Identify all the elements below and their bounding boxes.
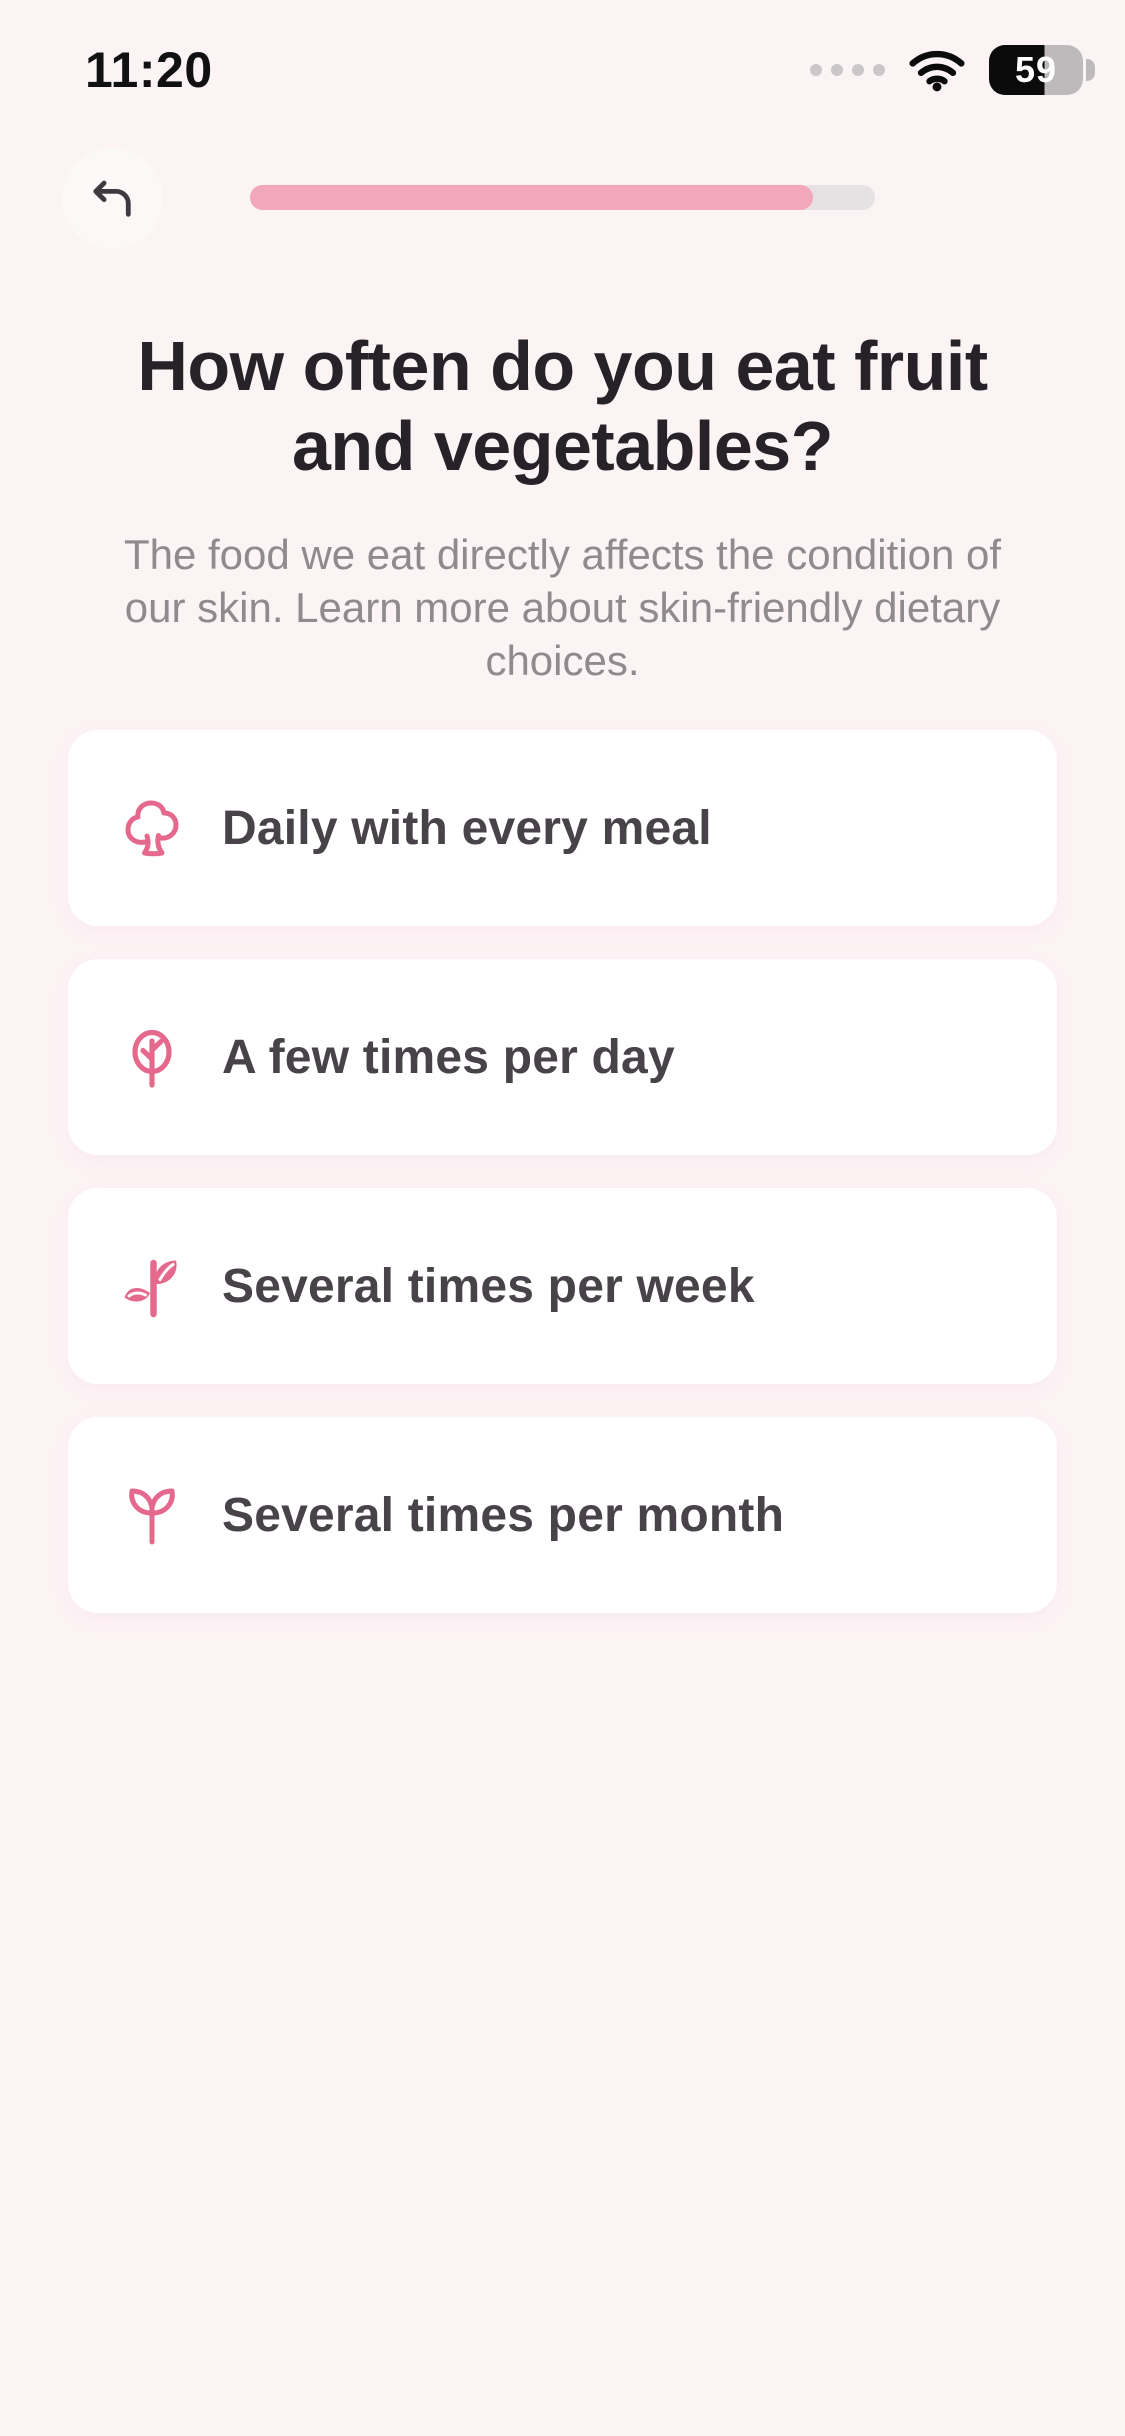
status-icons: 59 bbox=[810, 45, 1095, 95]
back-arrow-icon bbox=[92, 180, 131, 217]
option-several-times-per-week[interactable]: Several times per week bbox=[68, 1188, 1057, 1384]
wifi-icon bbox=[909, 50, 965, 92]
progress-bar bbox=[250, 185, 875, 210]
option-label: Daily with every meal bbox=[222, 801, 712, 855]
option-label: A few times per day bbox=[222, 1030, 675, 1084]
options-list: Daily with every meal A few times per da… bbox=[68, 730, 1057, 1613]
option-a-few-times-per-day[interactable]: A few times per day bbox=[68, 959, 1057, 1155]
option-label: Several times per month bbox=[222, 1488, 785, 1542]
seedling-icon bbox=[120, 1483, 184, 1547]
tree-bushy-icon bbox=[120, 796, 184, 860]
battery-nub bbox=[1086, 59, 1095, 81]
tree-round-icon bbox=[120, 1025, 184, 1089]
option-several-times-per-month[interactable]: Several times per month bbox=[68, 1417, 1057, 1613]
progress-fill bbox=[250, 185, 813, 210]
question-title: How often do you eat fruit and vegetable… bbox=[137, 327, 988, 485]
cellular-signal-icon bbox=[810, 64, 885, 76]
option-daily-with-every-meal[interactable]: Daily with every meal bbox=[68, 730, 1057, 926]
sprout-leaves-icon bbox=[120, 1254, 184, 1318]
battery-icon: 59 bbox=[989, 45, 1083, 95]
back-button[interactable] bbox=[62, 148, 163, 249]
status-time: 11:20 bbox=[85, 42, 213, 98]
option-label: Several times per week bbox=[222, 1259, 755, 1313]
question-subtitle: The food we eat directly affects the con… bbox=[123, 531, 1002, 684]
status-bar: 11:20 59 bbox=[0, 0, 1125, 110]
battery-percent: 59 bbox=[1014, 49, 1058, 90]
